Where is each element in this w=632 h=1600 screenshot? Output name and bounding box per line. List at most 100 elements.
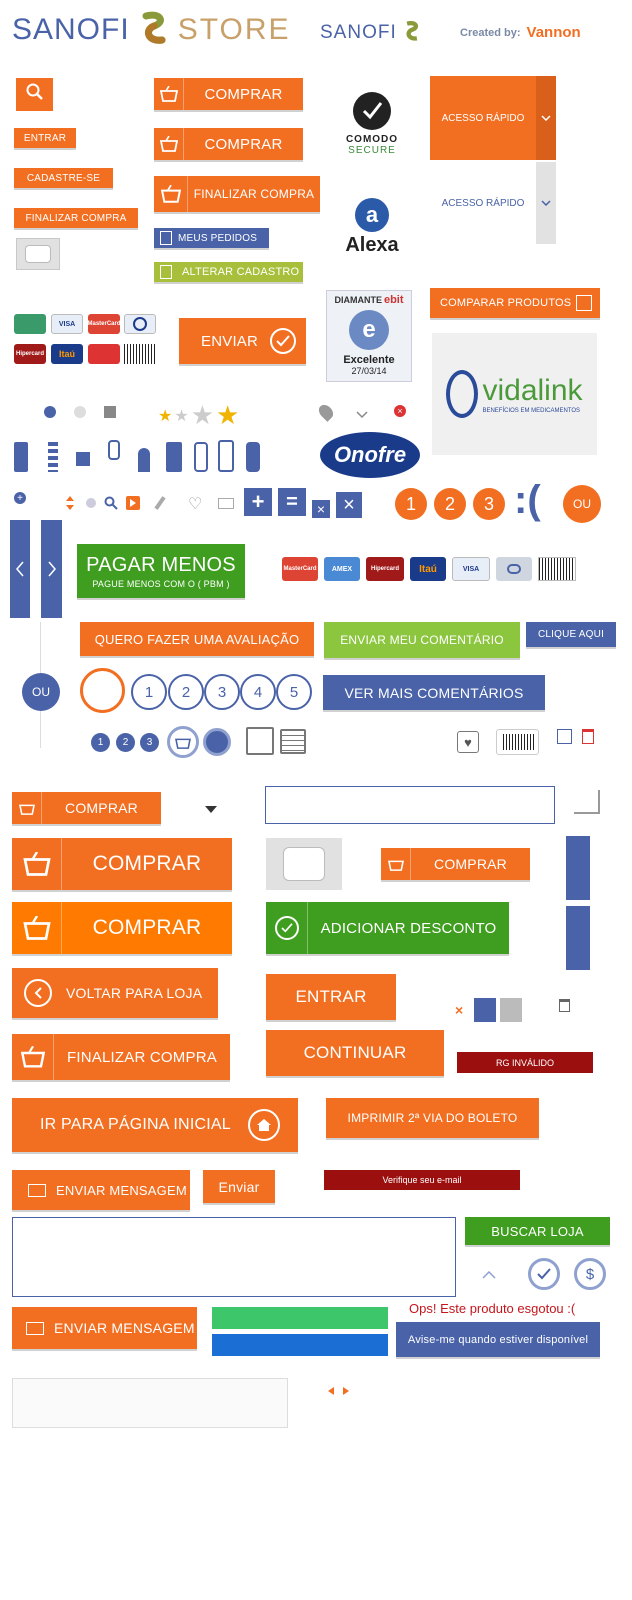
card-hipercard-icon: Hipercard: [366, 557, 404, 581]
comprar-button-1[interactable]: COMPRAR: [154, 78, 303, 110]
mini-page-3[interactable]: 3: [140, 733, 159, 752]
close-red-icon[interactable]: ×: [394, 405, 406, 417]
imprimir-boleto-button[interactable]: IMPRIMIR 2ª VIA DO BOLETO: [326, 1098, 539, 1138]
equals-button[interactable]: =: [278, 488, 306, 516]
edit-icon[interactable]: [557, 729, 572, 744]
mail-icon[interactable]: [218, 498, 234, 509]
cart-trolley-icon[interactable]: [574, 790, 600, 814]
finalizar-compra-large-button[interactable]: FINALIZAR COMPRA: [12, 1034, 230, 1080]
buscar-loja-button[interactable]: BUSCAR LOJA: [465, 1217, 610, 1245]
ir-inicio-button[interactable]: IR PARA PÁGINA INICIAL: [12, 1098, 298, 1152]
voltar-loja-button[interactable]: VOLTAR PARA LOJA: [12, 968, 218, 1018]
sad-face-text: :(: [514, 478, 541, 522]
close-cross-icon[interactable]: ×: [455, 1002, 464, 1018]
play-orange-icon[interactable]: [126, 496, 140, 510]
enviar-label: ENVIAR: [201, 332, 259, 350]
comprar-large-button-2[interactable]: COMPRAR: [12, 902, 232, 954]
comprar-small-button[interactable]: COMPRAR: [12, 792, 161, 824]
mini-page-1[interactable]: 1: [91, 733, 110, 752]
dollar-circle-icon[interactable]: $: [574, 1258, 606, 1290]
finalizar-compra-small-button[interactable]: FINALIZAR COMPRA: [14, 208, 138, 228]
cart-icon: [154, 78, 184, 110]
alterar-cadastro-button[interactable]: ALTERAR CADASTRO: [154, 262, 303, 282]
acesso-rapido-inactive[interactable]: ACESSO RÁPIDO: [430, 162, 556, 244]
message-textarea[interactable]: [12, 1217, 456, 1297]
plus-button[interactable]: +: [244, 488, 272, 516]
side-tab-2[interactable]: [566, 906, 590, 970]
step-number-2[interactable]: 2: [434, 488, 466, 520]
entrar-button[interactable]: ENTRAR: [14, 128, 76, 148]
page-1[interactable]: 1: [131, 674, 167, 710]
step-number-3[interactable]: 3: [473, 488, 505, 520]
avise-me-button[interactable]: Avise-me quando estiver disponível: [396, 1322, 600, 1357]
arrow-right-small-icon[interactable]: [104, 406, 116, 418]
checkbox-large[interactable]: [266, 838, 342, 890]
enviar-comentario-button[interactable]: ENVIAR MEU COMENTÁRIO: [324, 622, 520, 658]
cart-icon: [12, 792, 42, 824]
meus-pedidos-button[interactable]: MEUS PEDIDOS: [154, 228, 269, 248]
step-number-1[interactable]: 1: [395, 488, 427, 520]
comprar-label: COMPRAR: [204, 85, 283, 103]
entrar-large-button[interactable]: ENTRAR: [266, 974, 396, 1020]
cadastre-button[interactable]: CADASTRE-SE: [14, 168, 113, 188]
radio-dot-blue-icon[interactable]: [44, 406, 56, 418]
sort-arrows-icon[interactable]: [66, 496, 74, 510]
heart-icon[interactable]: ♡: [188, 496, 203, 513]
close-small-button[interactable]: ×: [312, 500, 330, 518]
enviar-msg-label: ENVIAR MENSAGEM: [56, 1182, 187, 1198]
comparar-produtos-button[interactable]: COMPARAR PRODUTOS: [430, 288, 600, 318]
chevron-up-icon[interactable]: [482, 1266, 496, 1284]
slider-next-button[interactable]: [41, 520, 62, 618]
next-arrow-icon[interactable]: [343, 1382, 349, 1400]
comprar-large-button-1[interactable]: COMPRAR: [12, 838, 232, 890]
continuar-button[interactable]: CONTINUAR: [266, 1030, 444, 1076]
page-4[interactable]: 4: [240, 674, 276, 710]
checkbox-inner: [25, 245, 51, 263]
mini-page-2[interactable]: 2: [116, 733, 135, 752]
dropdown-caret-icon[interactable]: [205, 800, 217, 818]
radio-dot-gray-icon[interactable]: [74, 406, 86, 418]
voltar-label: VOLTAR PARA LOJA: [66, 985, 203, 1001]
heart-box-icon[interactable]: ♥: [457, 731, 479, 753]
trash-icon[interactable]: [559, 999, 570, 1012]
trash-red-icon[interactable]: [582, 729, 594, 744]
check-circle-blue-icon[interactable]: [528, 1258, 560, 1290]
comprar-button-2[interactable]: COMPRAR: [154, 128, 303, 160]
text-input-with-tip[interactable]: [265, 786, 555, 824]
chevron-down-icon[interactable]: [356, 406, 368, 424]
acesso-rapido-active[interactable]: ACESSO RÁPIDO: [430, 76, 556, 160]
page-5[interactable]: 5: [276, 674, 312, 710]
comprar-mid-button[interactable]: COMPRAR: [381, 848, 530, 880]
card-visa-icon: VISA: [51, 314, 83, 334]
ebit-excelente-text: Excelente: [343, 354, 395, 366]
close-button[interactable]: ×: [336, 492, 362, 518]
radio-large-orange[interactable]: [80, 668, 125, 713]
prev-arrow-icon[interactable]: [328, 1382, 334, 1400]
enviar-mensagem-button-1[interactable]: ENVIAR MENSAGEM: [12, 1170, 190, 1210]
radio-filled-circle[interactable]: [203, 728, 231, 756]
side-tab-1[interactable]: [566, 836, 590, 900]
ver-mais-button[interactable]: VER MAIS COMENTÁRIOS: [323, 675, 545, 710]
slider-prev-button[interactable]: [10, 520, 30, 618]
plus-small-icon[interactable]: +: [14, 492, 26, 504]
star-rating[interactable]: ★ ★ ★ ★: [158, 400, 239, 431]
clique-aqui-button[interactable]: CLIQUE AQUI: [526, 622, 616, 647]
search-button[interactable]: [16, 78, 53, 111]
search-icon[interactable]: [104, 496, 118, 515]
finalizar-compra-button[interactable]: FINALIZAR COMPRA: [154, 176, 320, 212]
checkbox-large[interactable]: [16, 238, 60, 270]
pagar-menos-button[interactable]: PAGAR MENOS PAGUE MENOS COM O ( PBM ): [77, 544, 245, 598]
enviar-small-button[interactable]: Enviar: [203, 1170, 275, 1203]
adicionar-desconto-button[interactable]: ADICIONAR DESCONTO: [266, 902, 509, 954]
pencil-icon[interactable]: [154, 496, 166, 510]
blister-pack-icon: [14, 442, 28, 472]
enviar-mensagem-button-2[interactable]: ENVIAR MENSAGEM: [12, 1307, 197, 1349]
play-gray-icon[interactable]: [86, 498, 96, 508]
page-3[interactable]: 3: [204, 674, 240, 710]
avaliacao-button[interactable]: QUERO FAZER UMA AVALIAÇÃO: [80, 622, 314, 656]
enviar-button[interactable]: ENVIAR: [179, 318, 306, 364]
page-2[interactable]: 2: [168, 674, 204, 710]
spray-icon: [138, 448, 150, 472]
cart-circle-icon[interactable]: [167, 726, 199, 758]
created-by-label: Created by:: [460, 26, 521, 39]
